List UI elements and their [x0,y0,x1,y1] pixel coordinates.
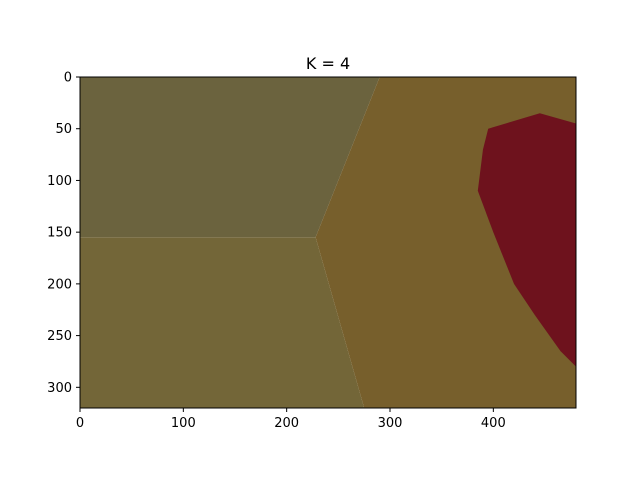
y-tick-label: 250 [47,329,72,344]
x-axis: 0 100 200 300 400 [76,408,506,431]
plot-frame [79,76,577,409]
x-tick-label: 300 [378,416,403,431]
y-tick-label: 50 [55,122,72,137]
region-cluster-detail [477,113,576,367]
x-tick-label: 0 [76,416,84,431]
x-tick-label: 100 [171,416,196,431]
y-tick-label: 0 [64,71,72,86]
chart-title: K = 4 [306,54,350,73]
y-tick-label: 300 [47,381,72,396]
region-cluster-bottom-left [80,237,365,408]
plot-area [80,77,576,408]
y-tick-label: 100 [47,174,72,189]
y-tick-label: 150 [47,226,72,241]
y-axis: 0 50 100 150 200 250 300 [47,71,80,396]
x-tick-label: 400 [481,416,506,431]
x-tick-label: 200 [274,416,299,431]
y-tick-label: 200 [47,277,72,292]
region-cluster-top-left [80,77,380,238]
